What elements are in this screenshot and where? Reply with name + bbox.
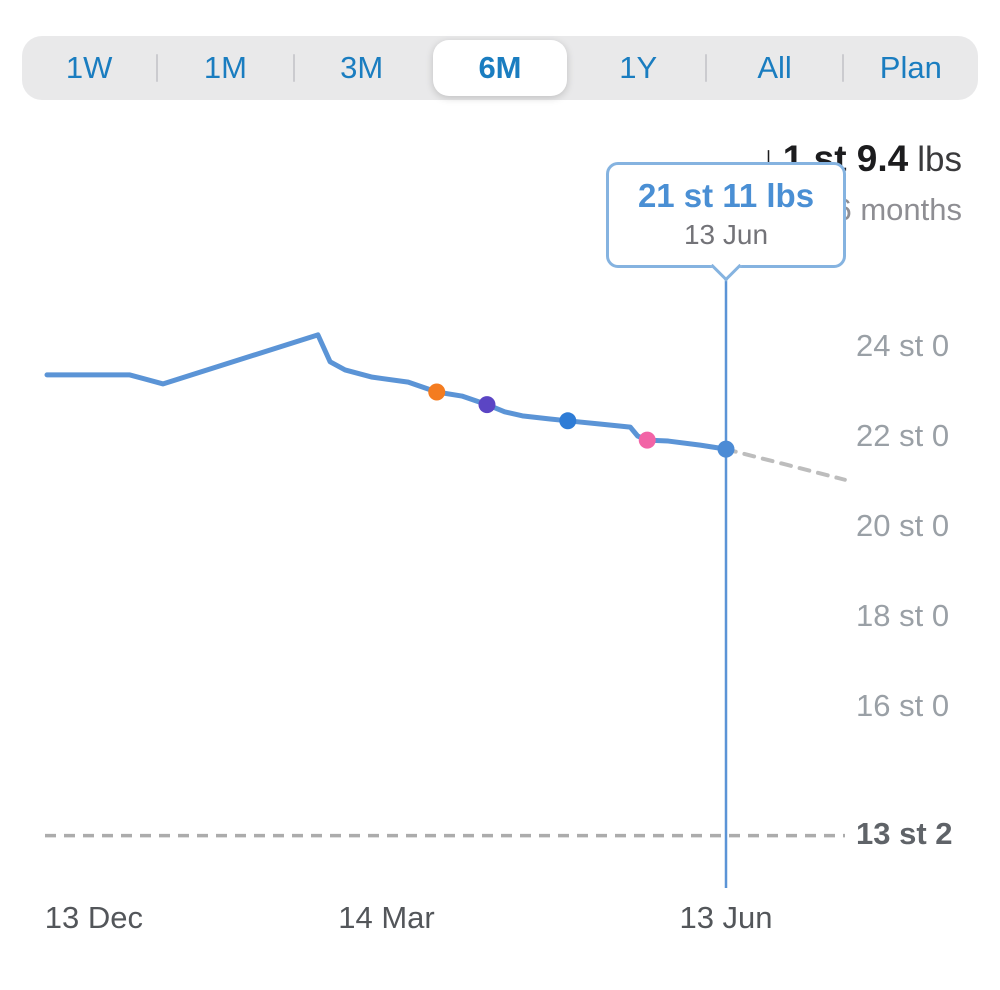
y-tick-label: 20 st 0 <box>856 508 950 543</box>
selected-point-dot <box>717 440 735 458</box>
y-tick-label: 18 st 0 <box>856 598 950 633</box>
segment-separator <box>292 54 295 82</box>
tooltip-date: 13 Jun <box>683 219 769 250</box>
weight-tooltip: 21 st 11 lbs 13 Jun <box>606 162 846 282</box>
tab-1w[interactable]: 1W <box>65 50 113 85</box>
tab-3m[interactable]: 3M <box>340 50 384 85</box>
event-marker-orange-dot <box>428 383 446 401</box>
y-tick-label: 16 st 0 <box>856 688 950 723</box>
tab-1m[interactable]: 1M <box>203 50 247 85</box>
series-weight <box>44 332 729 452</box>
segment-separator <box>705 54 708 82</box>
weight-change-unit: lbs <box>917 140 962 179</box>
segment-separator <box>841 54 844 82</box>
event-marker-blue-dot <box>559 412 577 430</box>
y-tick-label: 24 st 0 <box>856 328 950 363</box>
event-marker-pink-dot <box>638 431 656 449</box>
goal-weight-label: 13 st 2 <box>856 815 953 851</box>
series-projection <box>724 447 847 482</box>
segment-separator <box>156 54 159 82</box>
range-selector: 1W 1M 3M 6M 1Y All Plan <box>22 36 978 100</box>
event-marker-purple-dot <box>478 396 496 414</box>
x-tick-label: 14 Mar <box>338 900 435 935</box>
x-tick-label: 13 Jun <box>679 900 773 935</box>
tab-1y[interactable]: 1Y <box>619 50 658 85</box>
x-tick-label: 13 Dec <box>44 900 143 935</box>
tab-all[interactable]: All <box>757 50 792 85</box>
y-tick-label: 22 st 0 <box>856 418 950 453</box>
tab-6m[interactable]: 6M <box>432 40 568 96</box>
tab-plan[interactable]: Plan <box>879 50 942 85</box>
tooltip-value: 21 st 11 lbs <box>637 177 815 214</box>
